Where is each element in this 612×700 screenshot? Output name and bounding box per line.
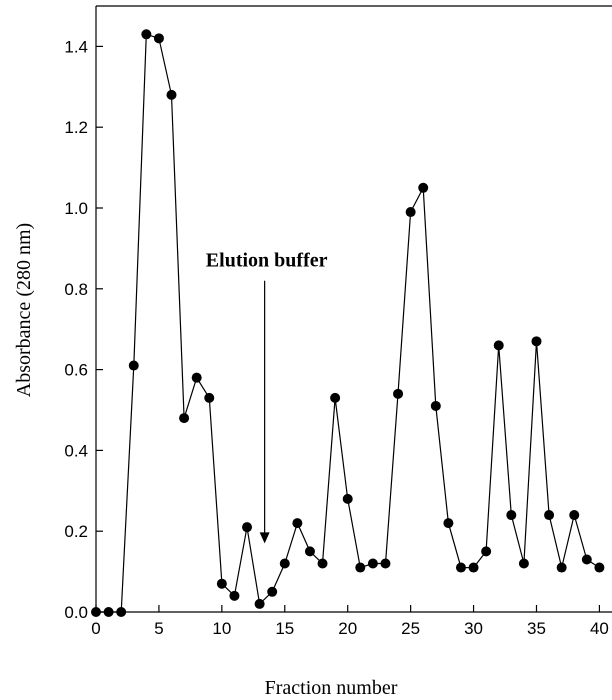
y-tick-label: 0.6: [64, 361, 88, 380]
data-point: [216, 578, 227, 589]
x-tick-label: 40: [590, 619, 609, 638]
data-point: [153, 33, 164, 44]
data-point: [116, 607, 127, 617]
data-point: [204, 392, 215, 403]
data-point: [430, 400, 441, 411]
y-tick-label: 1.0: [64, 199, 88, 218]
data-point: [267, 586, 278, 597]
x-tick-label: 20: [338, 619, 357, 638]
data-point: [481, 546, 492, 557]
annotation-label: Elution buffer: [206, 250, 328, 272]
data-point: [418, 182, 429, 193]
data-point: [330, 392, 341, 403]
data-point: [380, 558, 391, 569]
x-axis-title: Fraction number: [265, 677, 398, 699]
data-point: [405, 207, 416, 218]
data-point: [179, 413, 190, 424]
series-layer: [91, 29, 605, 617]
data-point: [317, 558, 328, 569]
data-point: [544, 510, 555, 521]
data-point: [254, 598, 265, 609]
data-point: [468, 562, 479, 573]
data-point: [455, 562, 466, 573]
y-tick-label: 0.8: [64, 280, 88, 299]
series-line: [96, 33, 600, 613]
x-tick-label: 30: [464, 619, 483, 638]
data-point: [581, 554, 592, 565]
data-point: [531, 336, 542, 347]
x-tick-label: 25: [401, 619, 420, 638]
data-point: [103, 607, 114, 617]
y-tick-label: 0.0: [64, 603, 88, 622]
x-tick-label: 10: [212, 619, 231, 638]
data-point: [367, 558, 378, 569]
data-point: [594, 562, 605, 573]
data-point: [91, 607, 101, 617]
data-point: [342, 493, 353, 504]
data-point: [229, 590, 240, 601]
data-point: [493, 340, 504, 351]
x-axis-ticks: 0 5 10 15 20 25 30 35 40: [91, 605, 609, 638]
data-point: [355, 562, 366, 573]
plot-frame: [95, 5, 612, 613]
data-point: [304, 546, 315, 557]
x-tick-label: 15: [275, 619, 294, 638]
y-tick-label: 0.4: [64, 441, 88, 460]
y-tick-label: 1.2: [64, 118, 88, 137]
data-point: [166, 89, 177, 100]
data-point: [443, 518, 454, 529]
data-point: [393, 388, 404, 399]
y-axis-ticks: 0.0 0.2 0.4 0.6 0.8 1.0 1.2 1.4: [64, 37, 103, 622]
y-axis-title: Absorbance (280 nm): [13, 223, 35, 397]
annotation-arrow-head: [259, 532, 270, 544]
x-tick-label: 5: [154, 619, 163, 638]
data-point: [191, 372, 202, 383]
data-point: [506, 510, 517, 521]
y-tick-label: 0.2: [64, 522, 88, 541]
data-point: [141, 29, 152, 40]
y-tick-label: 1.4: [64, 37, 88, 56]
data-point: [569, 510, 580, 521]
annotation-layer: Elution buffer: [206, 250, 328, 544]
data-point: [242, 522, 253, 533]
data-point: [128, 360, 139, 371]
x-tick-label: 0: [91, 619, 100, 638]
x-tick-label: 35: [527, 619, 546, 638]
data-point: [279, 558, 290, 569]
data-point: [518, 558, 529, 569]
data-point: [292, 518, 303, 529]
data-point: [556, 562, 567, 573]
